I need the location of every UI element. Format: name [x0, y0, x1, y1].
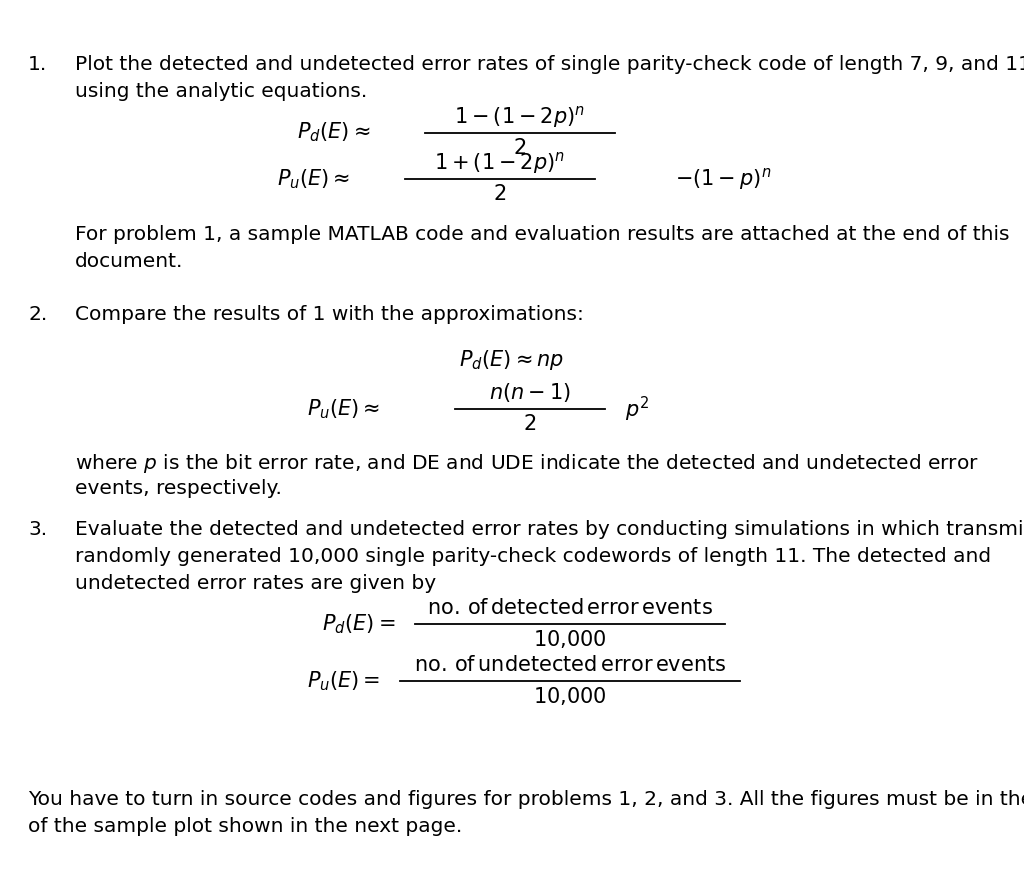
Text: $-(1-p)^n$: $-(1-p)^n$ — [675, 166, 771, 192]
Text: document.: document. — [75, 252, 183, 271]
Text: $P_d(E) \approx$: $P_d(E) \approx$ — [297, 120, 370, 144]
Text: using the analytic equations.: using the analytic equations. — [75, 82, 368, 101]
Text: $p^2$: $p^2$ — [625, 394, 649, 424]
Text: $2$: $2$ — [523, 414, 537, 434]
Text: $1+(1-2p)^n$: $1+(1-2p)^n$ — [434, 150, 565, 176]
Text: 2.: 2. — [28, 305, 47, 324]
Text: $P_u(E) =$: $P_u(E) =$ — [306, 669, 380, 693]
Text: 1.: 1. — [28, 55, 47, 74]
Text: undetected error rates are given by: undetected error rates are given by — [75, 574, 436, 593]
Text: $2$: $2$ — [494, 184, 507, 204]
Text: events, respectively.: events, respectively. — [75, 479, 282, 498]
Text: randomly generated 10,000 single parity-check codewords of length 11. The detect: randomly generated 10,000 single parity-… — [75, 547, 991, 566]
Text: $2$: $2$ — [513, 138, 526, 158]
Text: $n(n-1)$: $n(n-1)$ — [489, 382, 571, 405]
Text: Compare the results of 1 with the approximations:: Compare the results of 1 with the approx… — [75, 305, 584, 324]
Text: of the sample plot shown in the next page.: of the sample plot shown in the next pag… — [28, 817, 462, 836]
Text: where $p$ is the bit error rate, and DE and UDE indicate the detected and undete: where $p$ is the bit error rate, and DE … — [75, 452, 979, 475]
Text: $10{,}000$: $10{,}000$ — [534, 628, 607, 650]
Text: $\mathrm{no.\,of\,undetected\,error\,events}$: $\mathrm{no.\,of\,undetected\,error\,eve… — [414, 655, 726, 675]
Text: 3.: 3. — [28, 520, 47, 539]
Text: $P_d(E) =$: $P_d(E) =$ — [322, 612, 395, 636]
Text: $\mathrm{no.\,of\,detected\,error\,events}$: $\mathrm{no.\,of\,detected\,error\,event… — [427, 598, 713, 618]
Text: Evaluate the detected and undetected error rates by conducting simulations in wh: Evaluate the detected and undetected err… — [75, 520, 1024, 539]
Text: For problem 1, a sample MATLAB code and evaluation results are attached at the e: For problem 1, a sample MATLAB code and … — [75, 225, 1010, 244]
Text: $P_u(E) \approx$: $P_u(E) \approx$ — [307, 397, 380, 420]
Text: $10{,}000$: $10{,}000$ — [534, 685, 607, 707]
Text: $P_u(E) \approx$: $P_u(E) \approx$ — [276, 167, 350, 191]
Text: Plot the detected and undetected error rates of single parity-check code of leng: Plot the detected and undetected error r… — [75, 55, 1024, 74]
Text: $1-(1-2p)^n$: $1-(1-2p)^n$ — [455, 104, 586, 130]
Text: You have to turn in source codes and figures for problems 1, 2, and 3. All the f: You have to turn in source codes and fig… — [28, 790, 1024, 809]
Text: $P_d(E) \approx np$: $P_d(E) \approx np$ — [460, 348, 564, 372]
